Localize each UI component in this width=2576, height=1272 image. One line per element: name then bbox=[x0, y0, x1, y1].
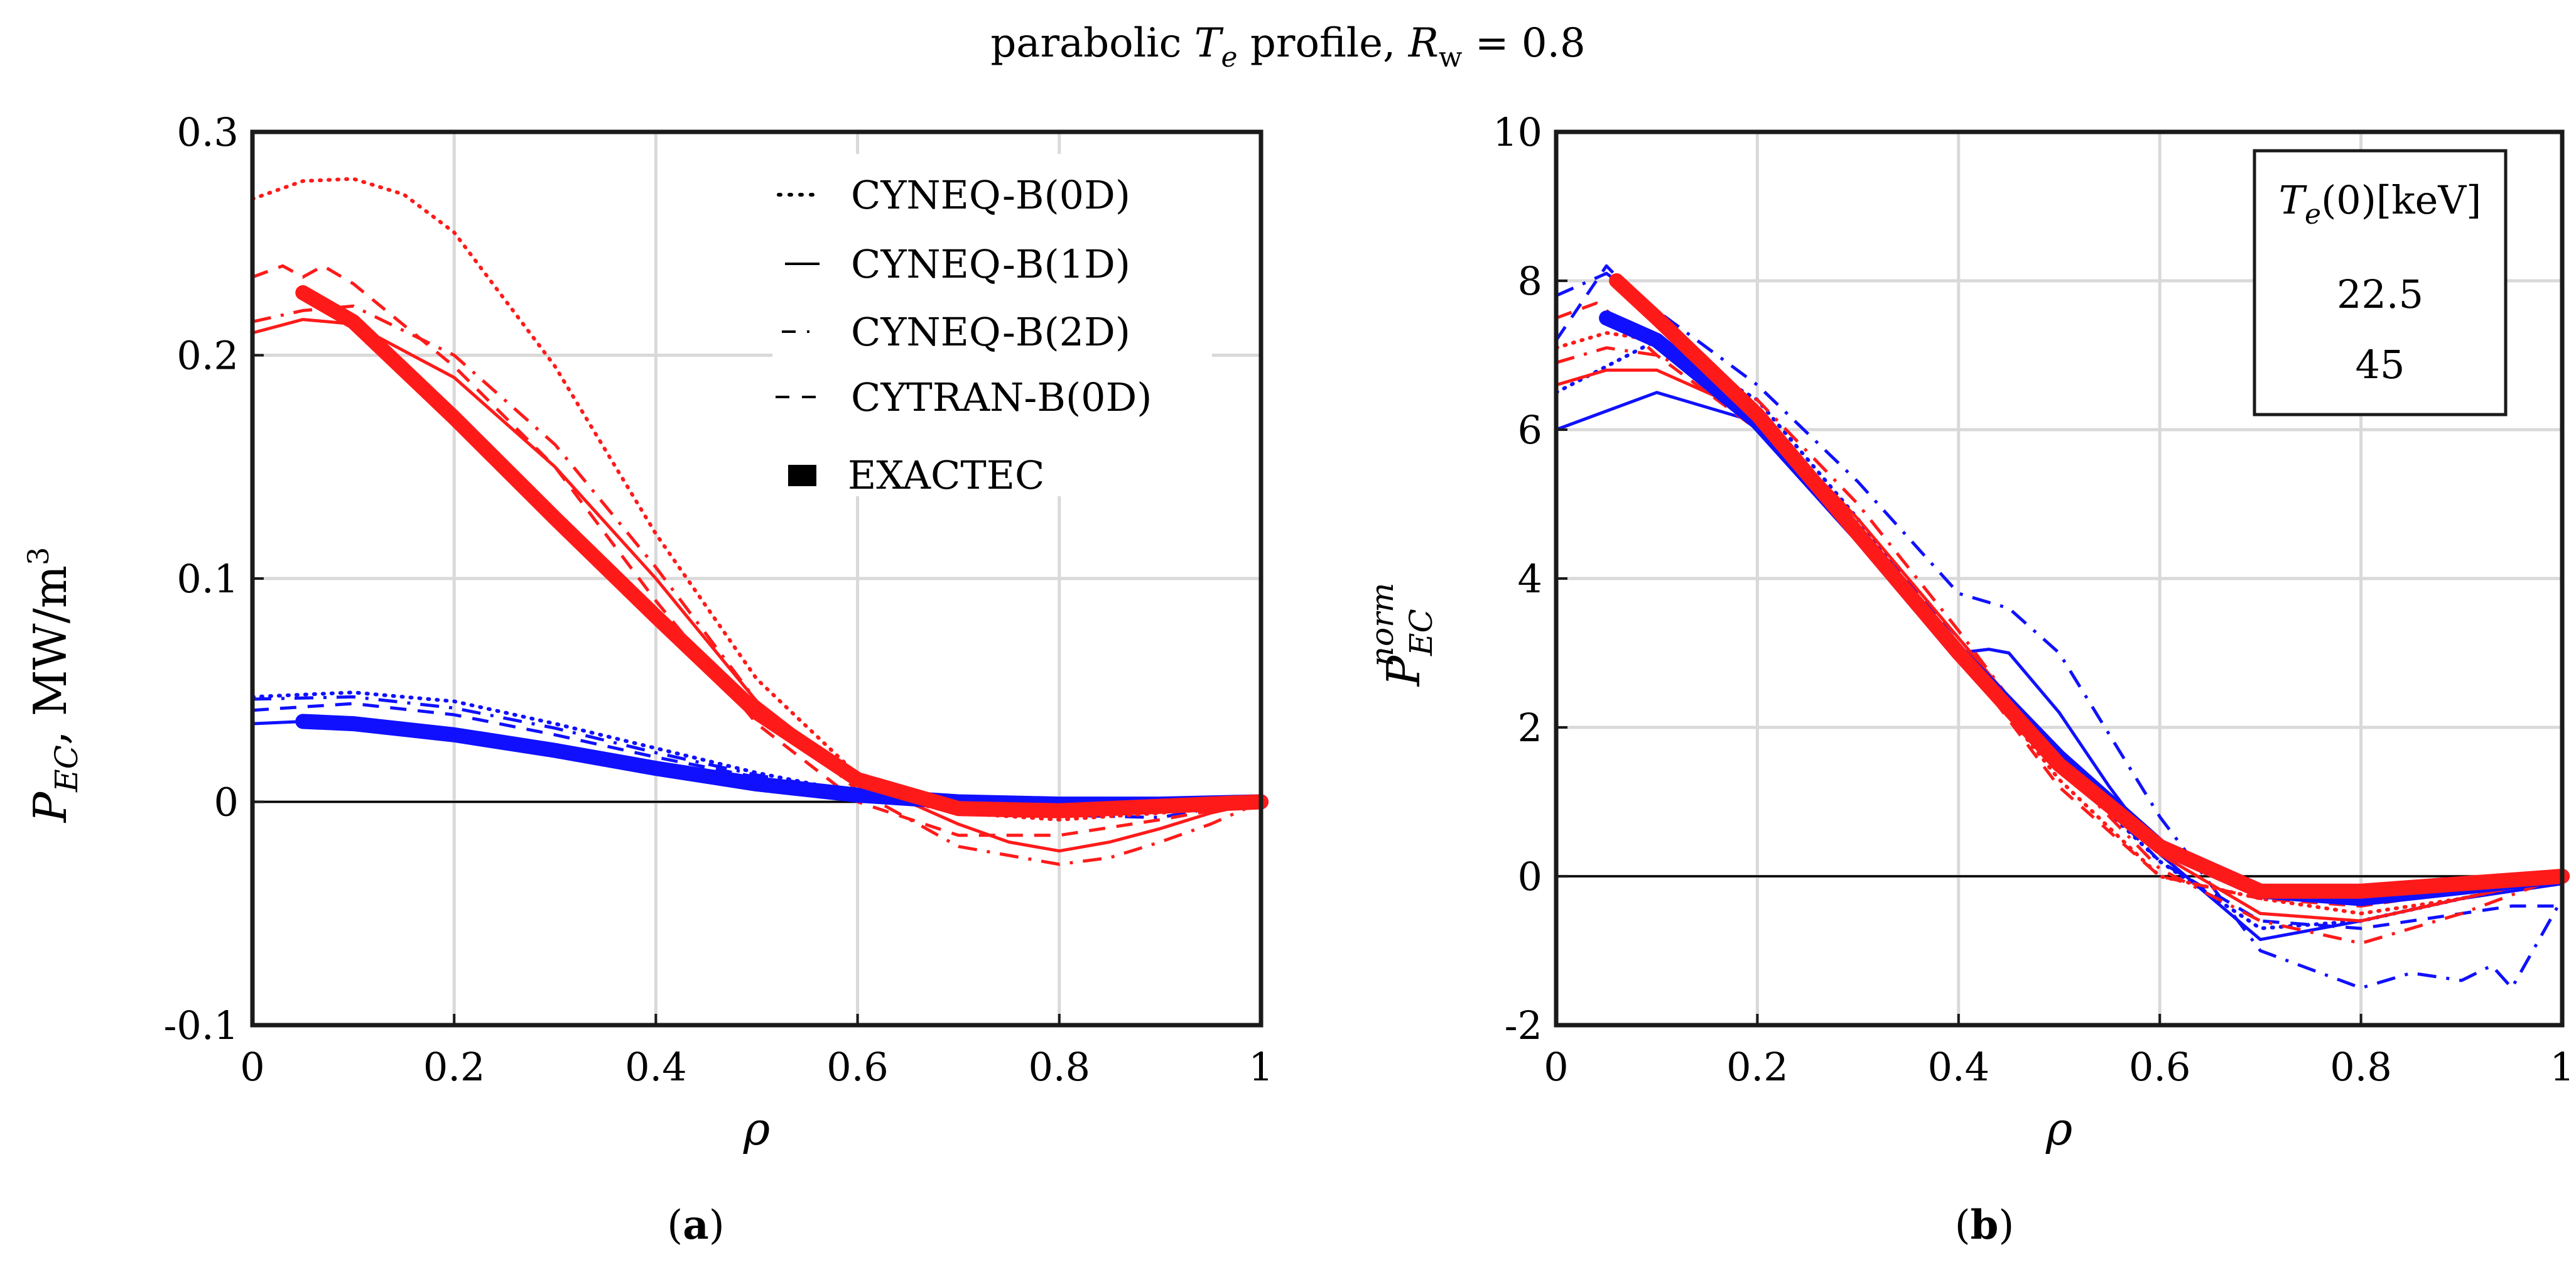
tick-labels: 0 0.2 0.4 0.6 0.8 1-0.100.10.20.3 bbox=[163, 109, 1273, 1090]
series-line-thick-45 bbox=[1609, 273, 2570, 899]
legend-marker-thick bbox=[788, 465, 816, 486]
legend-title: Te(0)[keV] bbox=[2279, 177, 2482, 231]
x-tick-label: 0.2 bbox=[423, 1044, 485, 1090]
x-tick-label: 0.6 bbox=[2129, 1044, 2191, 1090]
x-tick-label: 0.6 bbox=[826, 1044, 889, 1090]
series-line-dot-45 bbox=[1554, 331, 2564, 916]
y-tick-label: -0.1 bbox=[163, 1003, 239, 1048]
legend-item: CYNEQ-B(1D) bbox=[851, 241, 1130, 287]
legend-item: EXACTEC bbox=[848, 452, 1044, 498]
y-tick-label: 6 bbox=[1518, 407, 1542, 453]
x-axis-label: ρ bbox=[743, 1102, 770, 1155]
legend-box bbox=[2253, 149, 2508, 416]
y-tick-label: 0 bbox=[214, 780, 239, 825]
panel-label: (b) bbox=[1955, 1202, 2015, 1249]
y-tick-label: 0 bbox=[1518, 854, 1542, 900]
series-group bbox=[251, 177, 1269, 866]
y-axis-label: PEC, MW/m3 bbox=[21, 547, 85, 824]
x-tick-label: 0.8 bbox=[1028, 1044, 1090, 1090]
legend-item: CYTRAN-B(0D) bbox=[851, 374, 1152, 420]
y-tick-label: 0.1 bbox=[176, 556, 239, 602]
legend-item: CYNEQ-B(0D) bbox=[851, 172, 1130, 218]
x-tick-label: 0 bbox=[1544, 1044, 1568, 1090]
x-tick-label: 0.2 bbox=[1726, 1044, 1789, 1090]
x-tick-label: 0.4 bbox=[625, 1044, 687, 1090]
x-tick-label: 0 bbox=[240, 1044, 264, 1090]
series-line-dash-45 bbox=[252, 264, 1262, 837]
y-tick-label: -2 bbox=[1505, 1003, 1542, 1048]
legend: CYNEQ-B(0D) CYNEQ-B(1D) CYNEQ-B(2D) CYTR… bbox=[772, 154, 1212, 498]
series-line-thick-45 bbox=[295, 285, 1269, 818]
y-tick-label: 0.2 bbox=[176, 333, 239, 379]
y-tick-label: 8 bbox=[1518, 258, 1542, 304]
x-tick-label: 0.4 bbox=[1927, 1044, 1989, 1090]
legend-item: CYNEQ-B(2D) bbox=[851, 309, 1130, 355]
series-group bbox=[1554, 264, 2570, 990]
y-tick-label: 4 bbox=[1518, 556, 1542, 602]
legend-value-22-5: 22.5 bbox=[2337, 271, 2423, 317]
series-line-dot-45 bbox=[251, 177, 1263, 822]
series-line-dashdot-22-5 bbox=[1555, 271, 2564, 990]
y-tick-label: 2 bbox=[1518, 705, 1542, 751]
series-line-dashdot-45 bbox=[1556, 346, 2563, 945]
legend-background bbox=[772, 154, 1212, 496]
x-axis-label: ρ bbox=[2045, 1102, 2072, 1155]
y-tick-label: 0.3 bbox=[176, 109, 239, 155]
series-line-dashdot-45 bbox=[252, 304, 1262, 866]
panel-label: (a) bbox=[667, 1202, 724, 1249]
figure-title: parabolic Te profile, Rw = 0.8 bbox=[990, 20, 1585, 73]
y-axis-label: PECnorm bbox=[1364, 583, 1439, 688]
x-tick-label: 1 bbox=[2550, 1044, 2574, 1090]
series-line-solid-22-5 bbox=[1556, 391, 2563, 942]
legend-te0: Te(0)[keV] 22.5 45 bbox=[2253, 149, 2508, 416]
y-tick-label: 10 bbox=[1493, 109, 1542, 155]
series-line-solid-45 bbox=[1556, 368, 2563, 923]
x-tick-label: 0.8 bbox=[2330, 1044, 2392, 1090]
panel-a: 0 0.2 0.4 0.6 0.8 1-0.100.10.20.3 ρ PEC, MW/m… bbox=[21, 109, 1274, 1249]
legend-value-45: 45 bbox=[2356, 342, 2405, 388]
x-tick-label: 1 bbox=[1248, 1044, 1273, 1090]
